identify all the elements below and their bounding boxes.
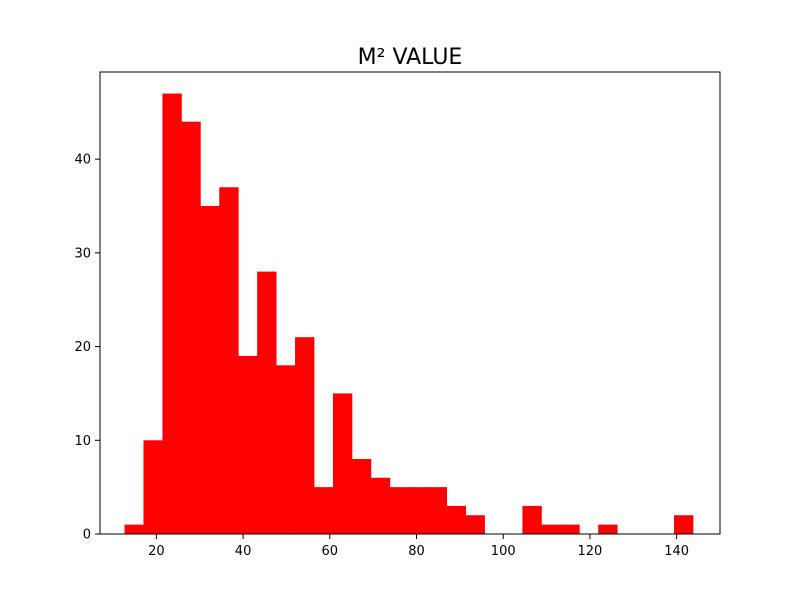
histogram-bar	[200, 206, 220, 534]
y-tick-label: 40	[74, 153, 91, 168]
y-tick-label: 0	[83, 528, 91, 543]
chart-title: M² VALUE	[358, 45, 463, 70]
x-tick-label: 100	[491, 544, 516, 559]
plot-frame	[99, 71, 721, 535]
histogram-bar	[446, 505, 466, 534]
histogram-bar	[465, 515, 485, 534]
x-tick-label: 40	[235, 544, 252, 559]
histogram-bar	[295, 337, 315, 534]
histogram-bar	[276, 365, 296, 534]
histogram-bar	[370, 477, 391, 534]
histogram-bar	[162, 93, 182, 535]
histogram-bar	[351, 459, 372, 534]
histogram-bar	[598, 524, 618, 534]
x-axis: 20 40 60 80 100 120 140	[148, 534, 689, 559]
bars-group	[124, 93, 694, 535]
x-tick-label: 80	[408, 544, 425, 559]
y-tick-label: 10	[74, 434, 91, 449]
histogram-bar	[124, 524, 144, 534]
x-tick-label: 60	[322, 544, 339, 559]
histogram-bar	[560, 524, 580, 534]
histogram-bar	[219, 187, 239, 534]
histogram-bar	[389, 487, 410, 534]
histogram-bar	[238, 355, 258, 534]
histogram-bar	[332, 393, 353, 534]
x-tick-label: 140	[664, 544, 689, 559]
histogram-bar	[314, 487, 334, 534]
y-tick-label: 20	[74, 340, 91, 355]
histogram-bar	[257, 271, 277, 534]
histogram-bar	[143, 440, 163, 534]
y-axis: 0 10 20 30 40	[74, 153, 100, 543]
x-tick-label: 120	[578, 544, 603, 559]
histogram-bar	[181, 121, 201, 534]
histogram-bar	[427, 487, 448, 534]
histogram-bar	[408, 487, 429, 534]
y-tick-label: 30	[74, 246, 91, 261]
histogram-bar	[673, 515, 694, 534]
histogram-bar	[541, 524, 561, 534]
x-tick-label: 20	[148, 544, 165, 559]
histogram-bar	[522, 505, 542, 534]
